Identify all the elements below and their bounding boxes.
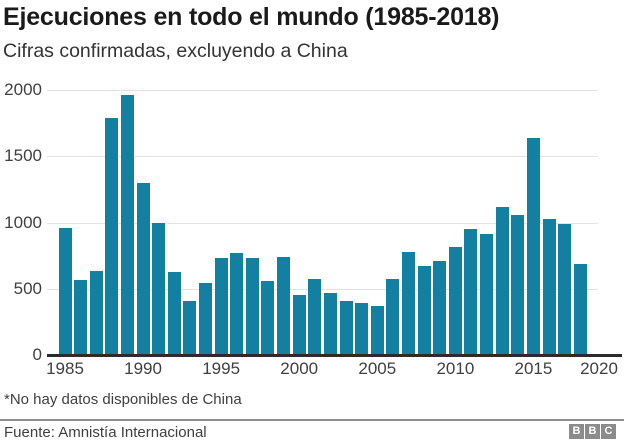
bar-2007 — [402, 252, 416, 355]
y-tick-label-0: 0 — [32, 345, 42, 364]
bar-2016 — [542, 218, 556, 355]
bar-2013 — [495, 206, 509, 355]
bar-2015 — [526, 138, 540, 355]
bar-1987 — [89, 270, 103, 355]
bbc-logo-block-1: B — [569, 424, 584, 439]
bar-2018 — [573, 263, 587, 355]
bar-2005 — [370, 305, 384, 355]
bar-2003 — [339, 300, 353, 355]
gridline-2000 — [47, 90, 598, 91]
x-tick-label-1985: 1985 — [46, 359, 84, 378]
bar-1997 — [245, 258, 259, 355]
bar-2000 — [292, 295, 306, 355]
chart-title: Ejecuciones en todo el mundo (1985-2018) — [3, 3, 500, 31]
x-tick-label-2000: 2000 — [280, 359, 319, 378]
gridline-1500 — [47, 156, 598, 158]
bar-chart-plot-area: 0 500 1000 1500 2000 1985 1990 1995 2000 2005 2010… — [4, 80, 622, 378]
x-tick-label-1990: 1990 — [124, 359, 162, 378]
bar-1996 — [230, 252, 244, 355]
bar-1994 — [199, 283, 213, 355]
bar-2009 — [433, 260, 447, 355]
bar-2001 — [308, 279, 322, 355]
bar-2008 — [417, 266, 431, 355]
bar-1990 — [136, 182, 150, 355]
chart-subtitle: Cifras confirmadas, excluyendo a China — [3, 40, 348, 62]
bar-2002 — [323, 293, 337, 355]
bar-1993 — [183, 300, 197, 355]
bar-1998 — [261, 281, 275, 355]
bar-1992 — [167, 271, 181, 355]
bar-1991 — [152, 222, 166, 355]
x-tick-label-2015: 2015 — [514, 359, 553, 378]
bar-1995 — [214, 257, 228, 355]
y-tick-label-500: 500 — [13, 278, 42, 298]
bar-1989 — [120, 94, 134, 355]
bar-1988 — [105, 117, 119, 355]
x-axis-line — [47, 353, 622, 357]
bar-2012 — [480, 234, 494, 355]
bbc-logo-block-3: C — [601, 424, 616, 439]
gridline-500 — [47, 288, 598, 290]
source-attribution: Fuente: Amnistía Internacional — [4, 424, 207, 441]
bar-2004 — [355, 303, 369, 355]
chart-footnote: *No hay datos disponibles de China — [4, 391, 242, 408]
bar-1986 — [74, 280, 88, 355]
bbc-logo-block-2: B — [585, 424, 600, 439]
bar-2006 — [386, 279, 400, 355]
x-tick-label-2005: 2005 — [358, 359, 397, 378]
gridline-1000 — [47, 222, 598, 224]
bar-2017 — [558, 223, 572, 355]
bar-1985 — [58, 227, 72, 355]
y-tick-label-1000: 1000 — [4, 212, 42, 232]
x-tick-label-1995: 1995 — [202, 359, 241, 378]
bar-1999 — [277, 256, 291, 355]
bar-2010 — [448, 247, 462, 355]
bar-2011 — [464, 229, 478, 355]
x-tick-label-2020: 2020 — [580, 359, 618, 378]
bar-2014 — [511, 215, 525, 355]
x-tick-label-2010: 2010 — [436, 359, 475, 378]
y-tick-label-2000: 2000 — [4, 80, 42, 99]
footer-divider — [0, 419, 624, 421]
y-tick-label-1500: 1500 — [4, 146, 42, 166]
